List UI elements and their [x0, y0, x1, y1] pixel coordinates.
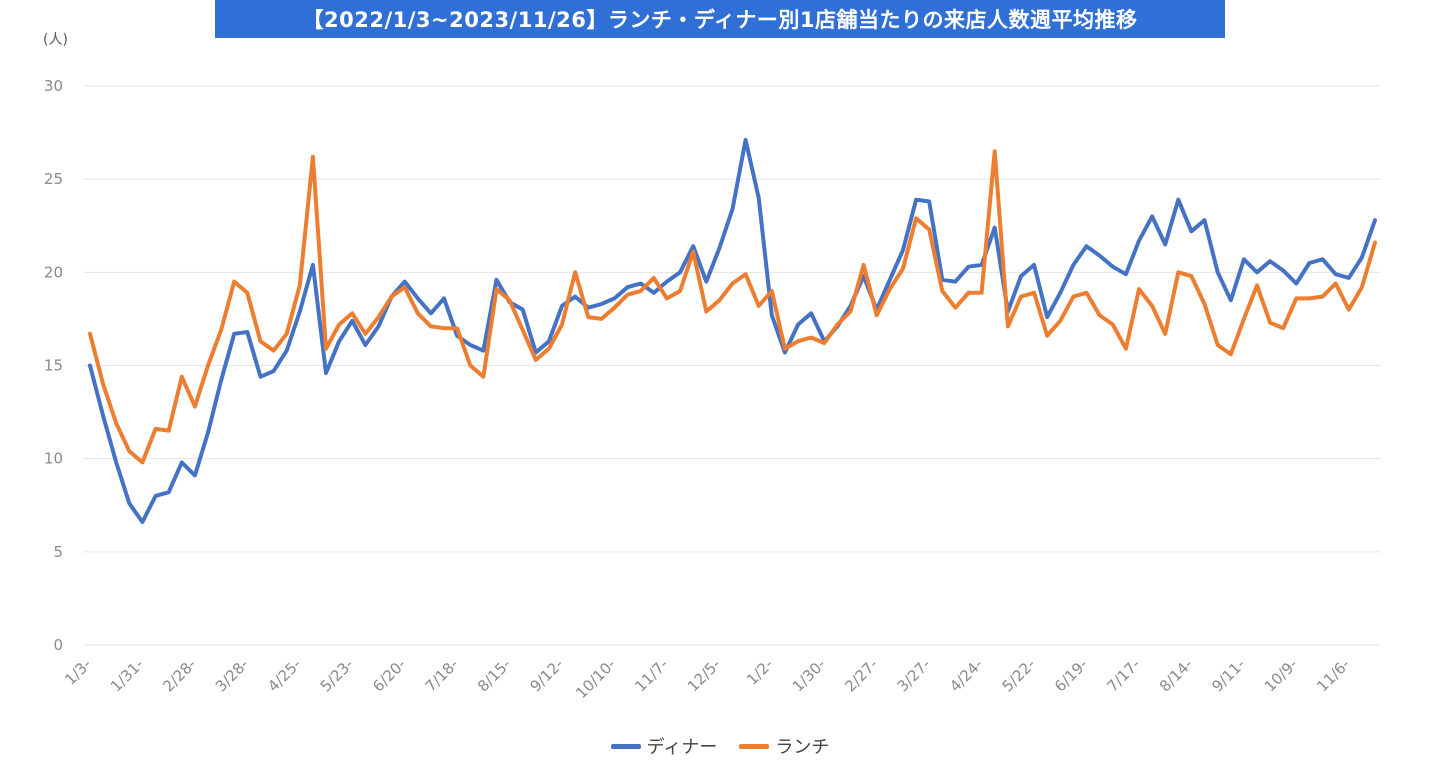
x-tick-label: 5/23- — [317, 655, 357, 695]
x-tick-label: 6/20- — [369, 655, 409, 695]
y-tick-label: 0 — [53, 636, 63, 654]
legend-item-lunch: ランチ — [739, 733, 829, 759]
y-tick-label: 10 — [44, 450, 63, 468]
x-tick-label: 3/28- — [212, 655, 252, 695]
y-tick-label: 5 — [53, 543, 63, 561]
legend-item-dinner: ディナー — [610, 733, 718, 759]
x-tick-label: 11/7- — [631, 655, 671, 695]
y-tick-label: 20 — [44, 263, 63, 281]
y-axis: (人) 0 5 10 15 20 25 30 — [43, 32, 68, 654]
x-axis: 1/3- 1/31- 2/28- 3/28- 4/25- 5/23- 6/20- 7/18- 8… — [61, 655, 1353, 702]
x-tick-label: 2/28- — [159, 655, 199, 695]
legend-swatch — [739, 743, 770, 749]
y-tick-label: 30 — [44, 77, 63, 95]
x-tick-label: 10/10- — [572, 655, 619, 702]
x-tick-label: 10/9- — [1261, 655, 1301, 695]
series-line-lunch — [88, 149, 1377, 465]
x-tick-label: 4/24- — [946, 655, 986, 695]
legend: ディナー ランチ — [0, 733, 1440, 759]
x-tick-label: 6/19- — [1051, 655, 1091, 695]
x-tick-label: 9/12- — [526, 655, 566, 695]
legend-swatch — [610, 743, 641, 749]
chart-title: 【2022/1/3~2023/11/26】ランチ・ディナー別1店舗当たりの来店人… — [215, 0, 1225, 38]
x-tick-label: 1/3- — [61, 655, 95, 689]
x-tick-label: 2/27- — [841, 655, 881, 695]
legend-label: ランチ — [775, 737, 830, 758]
legend-label: ディナー — [646, 737, 718, 758]
x-tick-label: 3/27- — [894, 655, 934, 695]
x-tick-label: 4/25- — [264, 655, 304, 695]
series-lines — [88, 138, 1377, 524]
x-tick-label: 11/6- — [1313, 655, 1353, 695]
x-tick-label: 12/5- — [684, 655, 724, 695]
y-tick-label: 15 — [44, 357, 63, 375]
x-tick-label: 9/11- — [1208, 655, 1248, 695]
x-tick-label: 1/31- — [107, 655, 147, 695]
x-tick-label: 7/18- — [422, 655, 462, 695]
x-tick-label: 5/22- — [999, 655, 1039, 695]
y-tick-label: 25 — [44, 170, 63, 188]
series-line-dinner — [88, 138, 1377, 524]
x-tick-label: 1/2- — [743, 655, 777, 689]
x-tick-label: 7/17- — [1103, 655, 1143, 695]
x-tick-label: 8/14- — [1156, 655, 1196, 695]
y-unit-label: (人) — [43, 32, 68, 48]
x-tick-label: 1/30- — [789, 655, 829, 695]
x-tick-label: 8/15- — [474, 655, 514, 695]
